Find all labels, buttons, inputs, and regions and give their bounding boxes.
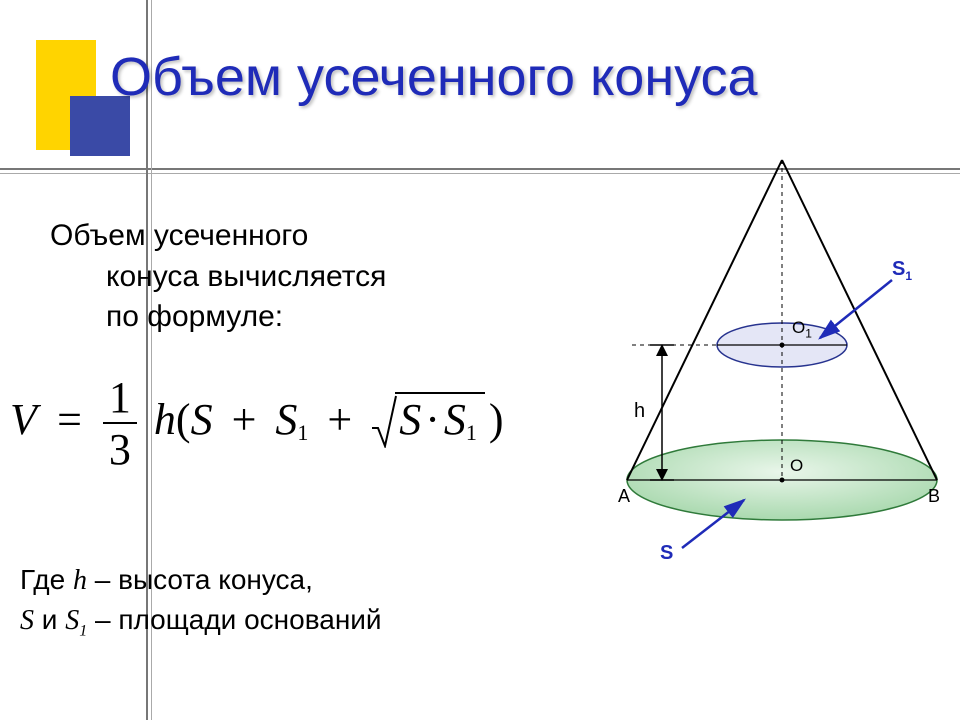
intro-text: Объем усеченного конуса вычисляется по ф… xyxy=(50,216,530,338)
formula-h: h xyxy=(148,395,176,444)
label-O: О xyxy=(790,456,803,476)
formula-sqrt-S1-sub: 1 xyxy=(466,420,477,445)
legend-height: – высота конуса, xyxy=(87,564,313,595)
formula-S1: S1 xyxy=(275,395,308,444)
frustum-svg xyxy=(562,150,942,570)
formula-plus2: + xyxy=(319,395,360,444)
formula-frac-den: 3 xyxy=(103,424,137,472)
label-S1: S1 xyxy=(892,258,912,283)
label-S1-base: S xyxy=(892,258,905,280)
legend-S1-sub: 1 xyxy=(79,623,87,640)
formula-close: ) xyxy=(485,395,504,444)
formula-S1-base: S xyxy=(275,395,297,444)
formula-S1-sub: 1 xyxy=(297,420,308,445)
legend-where: Где xyxy=(20,564,73,595)
formula-sqrt-S: S xyxy=(399,395,421,444)
label-S1-sub: 1 xyxy=(905,269,912,283)
center-O1-dot xyxy=(780,343,785,348)
label-O1-sub: 1 xyxy=(805,326,812,340)
label-B: В xyxy=(928,486,940,507)
cone-edge-left xyxy=(627,160,782,480)
label-O1-base: О xyxy=(792,318,805,337)
arrow-S1 xyxy=(820,280,892,338)
formula-sqrt-dot: · xyxy=(421,395,444,444)
label-O1: О1 xyxy=(792,318,812,340)
legend-bases: – площади оснований xyxy=(87,604,381,635)
formula-equals: = xyxy=(47,395,92,444)
formula-sqrt-inner: S·S1 xyxy=(395,392,485,446)
label-h: h xyxy=(634,400,645,423)
intro-line3: по формуле: xyxy=(50,297,530,338)
page-title: Объем усеченного конуса xyxy=(110,46,758,108)
legend-S1: S1 xyxy=(65,605,87,636)
formula-S: S xyxy=(191,395,213,444)
center-O-dot xyxy=(780,478,785,483)
formula-frac-num: 1 xyxy=(103,376,137,424)
formula-open: ( xyxy=(176,395,191,444)
volume-formula: V = 1 3 h(S + S1 + S·S1 ) xyxy=(10,376,504,472)
legend-and: и xyxy=(34,604,65,635)
radical-icon xyxy=(371,394,397,448)
legend-h: h xyxy=(73,565,87,596)
formula-V: V xyxy=(10,395,36,444)
frustum-diagram: S1 S О1 О A В h xyxy=(562,150,942,570)
label-S: S xyxy=(660,542,673,565)
label-A: A xyxy=(618,486,630,507)
formula-sqrt-S1: S xyxy=(444,395,466,444)
formula-sqrt: S·S1 xyxy=(371,392,485,448)
formula-plus1: + xyxy=(224,395,265,444)
intro-line2: конуса вычисляется xyxy=(50,257,530,298)
intro-line1: Объем усеченного xyxy=(50,219,308,252)
formula-fraction: 1 3 xyxy=(103,376,137,472)
legend-text: Где h – высота конуса, S и S1 – площади … xyxy=(20,560,382,643)
legend-S1-base: S xyxy=(65,605,79,636)
legend-S: S xyxy=(20,605,34,636)
